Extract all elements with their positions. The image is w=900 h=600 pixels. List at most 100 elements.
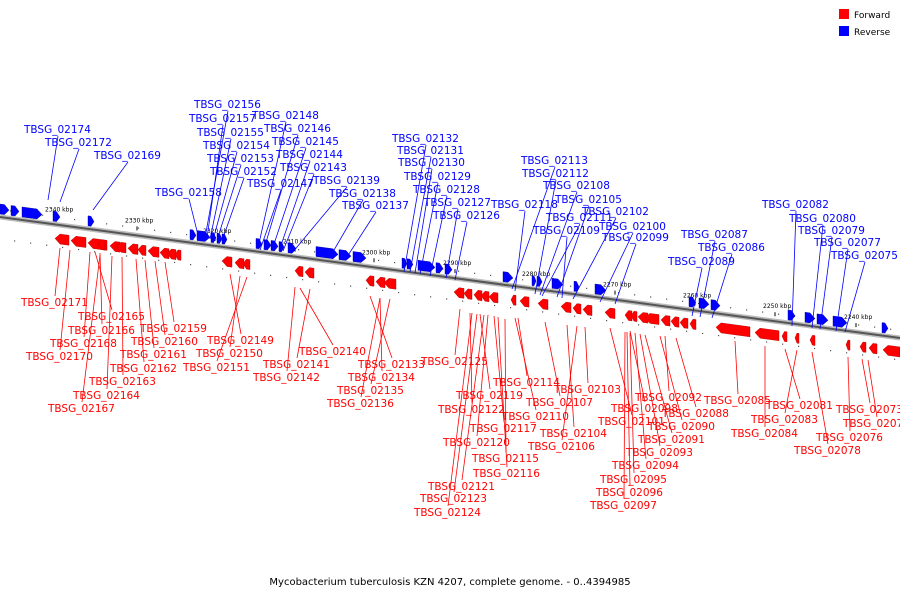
scale-dot	[190, 264, 192, 266]
gene-label-reverse: TBSG_02127	[423, 197, 491, 209]
scale-dot	[890, 328, 892, 330]
gene-label-forward: TBSG_02123	[419, 493, 487, 505]
gene-label-reverse: TBSG_02130	[397, 157, 465, 169]
label-leader	[296, 288, 311, 359]
label-leader	[445, 208, 459, 279]
label-leader	[514, 210, 526, 292]
scale-dot	[798, 345, 800, 347]
gene-feature	[189, 229, 197, 241]
scale-dot	[734, 337, 736, 339]
label-leader	[106, 255, 113, 390]
label-leader	[561, 325, 578, 441]
scale-dot	[846, 352, 848, 354]
gene-feature	[453, 287, 465, 299]
label-leader	[121, 256, 124, 376]
gene-feature	[10, 205, 20, 217]
gene-label-forward: TBSG_02136	[326, 398, 394, 410]
gene-label-forward: TBSG_02135	[336, 385, 404, 397]
scale-dot	[126, 255, 128, 257]
gene-label-forward: TBSG_02078	[793, 445, 861, 457]
label-leader	[691, 267, 703, 317]
gene-feature	[679, 317, 689, 329]
tick-label: 2290 kbp	[443, 260, 471, 267]
gene-feature	[338, 249, 352, 261]
gene-feature	[881, 322, 889, 334]
gene-feature	[294, 265, 304, 277]
gene-label-forward: TBSG_02101	[597, 416, 665, 428]
gene-label-forward: TBSG_02133	[357, 359, 425, 371]
label-leader	[517, 317, 528, 377]
scale-dot	[74, 218, 76, 221]
scale-dot	[606, 319, 608, 322]
gene-label-forward: TBSG_02098	[610, 403, 678, 415]
gene-feature	[352, 251, 367, 263]
label-leader	[59, 148, 80, 203]
gene-label-forward: TBSG_02097	[589, 500, 657, 512]
scale-dot	[14, 240, 16, 242]
label-leader	[791, 210, 797, 327]
scale-dot	[122, 225, 124, 227]
gene-feature	[510, 294, 517, 306]
gene-label-forward: TBSG_02095	[599, 474, 667, 486]
scale-dot	[78, 248, 80, 251]
gene-label-forward: TBSG_02159	[139, 323, 207, 335]
scale-dot	[718, 334, 720, 337]
scale-dot	[686, 330, 688, 332]
gene-label-forward: TBSG_02164	[72, 390, 140, 402]
gene-label-reverse: TBSG_02105	[554, 194, 622, 206]
label-leader	[257, 121, 287, 249]
gene-label-forward: TBSG_02165	[77, 311, 145, 323]
label-leader	[454, 308, 461, 356]
gene-label-reverse: TBSG_02144	[275, 149, 343, 161]
label-leader	[329, 199, 364, 258]
tick-mark: 2270 kbp	[603, 282, 631, 295]
gene-feature	[109, 241, 121, 253]
scale-dot	[110, 253, 112, 255]
gene-label-forward: TBSG_02141	[262, 359, 330, 371]
label-leader	[81, 254, 101, 403]
label-leader	[344, 211, 377, 261]
scale-dot	[250, 242, 252, 244]
label-leader	[699, 240, 716, 318]
tick-label: 2330 kbp	[125, 217, 153, 224]
scale-dot	[10, 210, 12, 212]
gene-feature	[754, 327, 780, 341]
scale-dot	[746, 309, 748, 311]
gene-feature	[794, 332, 800, 344]
gene-label-forward: TBSG_02149	[206, 335, 274, 347]
gene-label-reverse: TBSG_02154	[202, 140, 270, 152]
scale-dot	[138, 227, 140, 229]
scale-dot	[698, 302, 700, 305]
scale-dot	[766, 341, 768, 343]
gene-feature	[463, 288, 473, 300]
gene-label-reverse: TBSG_02174	[23, 124, 91, 136]
label-leader	[414, 168, 433, 274]
gene-label-reverse: TBSG_02118	[490, 199, 558, 211]
legend-label-forward: Forward	[854, 11, 890, 21]
scale-dot	[46, 244, 48, 246]
label-leader	[419, 182, 439, 275]
label-leader	[659, 335, 683, 421]
label-leader	[861, 358, 871, 404]
label-leader	[212, 151, 238, 241]
gene-label-reverse: TBSG_02113	[520, 155, 588, 167]
legend-swatch-forward	[839, 9, 849, 19]
figure-caption: Mycobacterium tuberculosis KZN 4207, com…	[269, 577, 631, 588]
label-leader	[504, 318, 507, 453]
label-leader	[844, 261, 866, 333]
label-leader	[497, 316, 508, 468]
label-leader	[59, 249, 71, 351]
scale-dot	[154, 229, 156, 231]
gene-label-forward: TBSG_02092	[634, 392, 702, 404]
gene-label-reverse: TBSG_02087	[680, 229, 748, 241]
gene-label-forward: TBSG_02167	[47, 403, 115, 415]
gene-label-forward: TBSG_02074	[842, 418, 900, 430]
gene-feature	[166, 248, 177, 260]
gene-feature	[365, 275, 375, 287]
label-leader	[539, 191, 578, 296]
label-leader	[847, 356, 851, 432]
label-leader	[92, 161, 129, 211]
label-leader	[360, 297, 381, 398]
gene-label-forward: TBSG_02116	[472, 468, 540, 480]
gene-label-reverse: TBSG_02139	[312, 175, 380, 187]
